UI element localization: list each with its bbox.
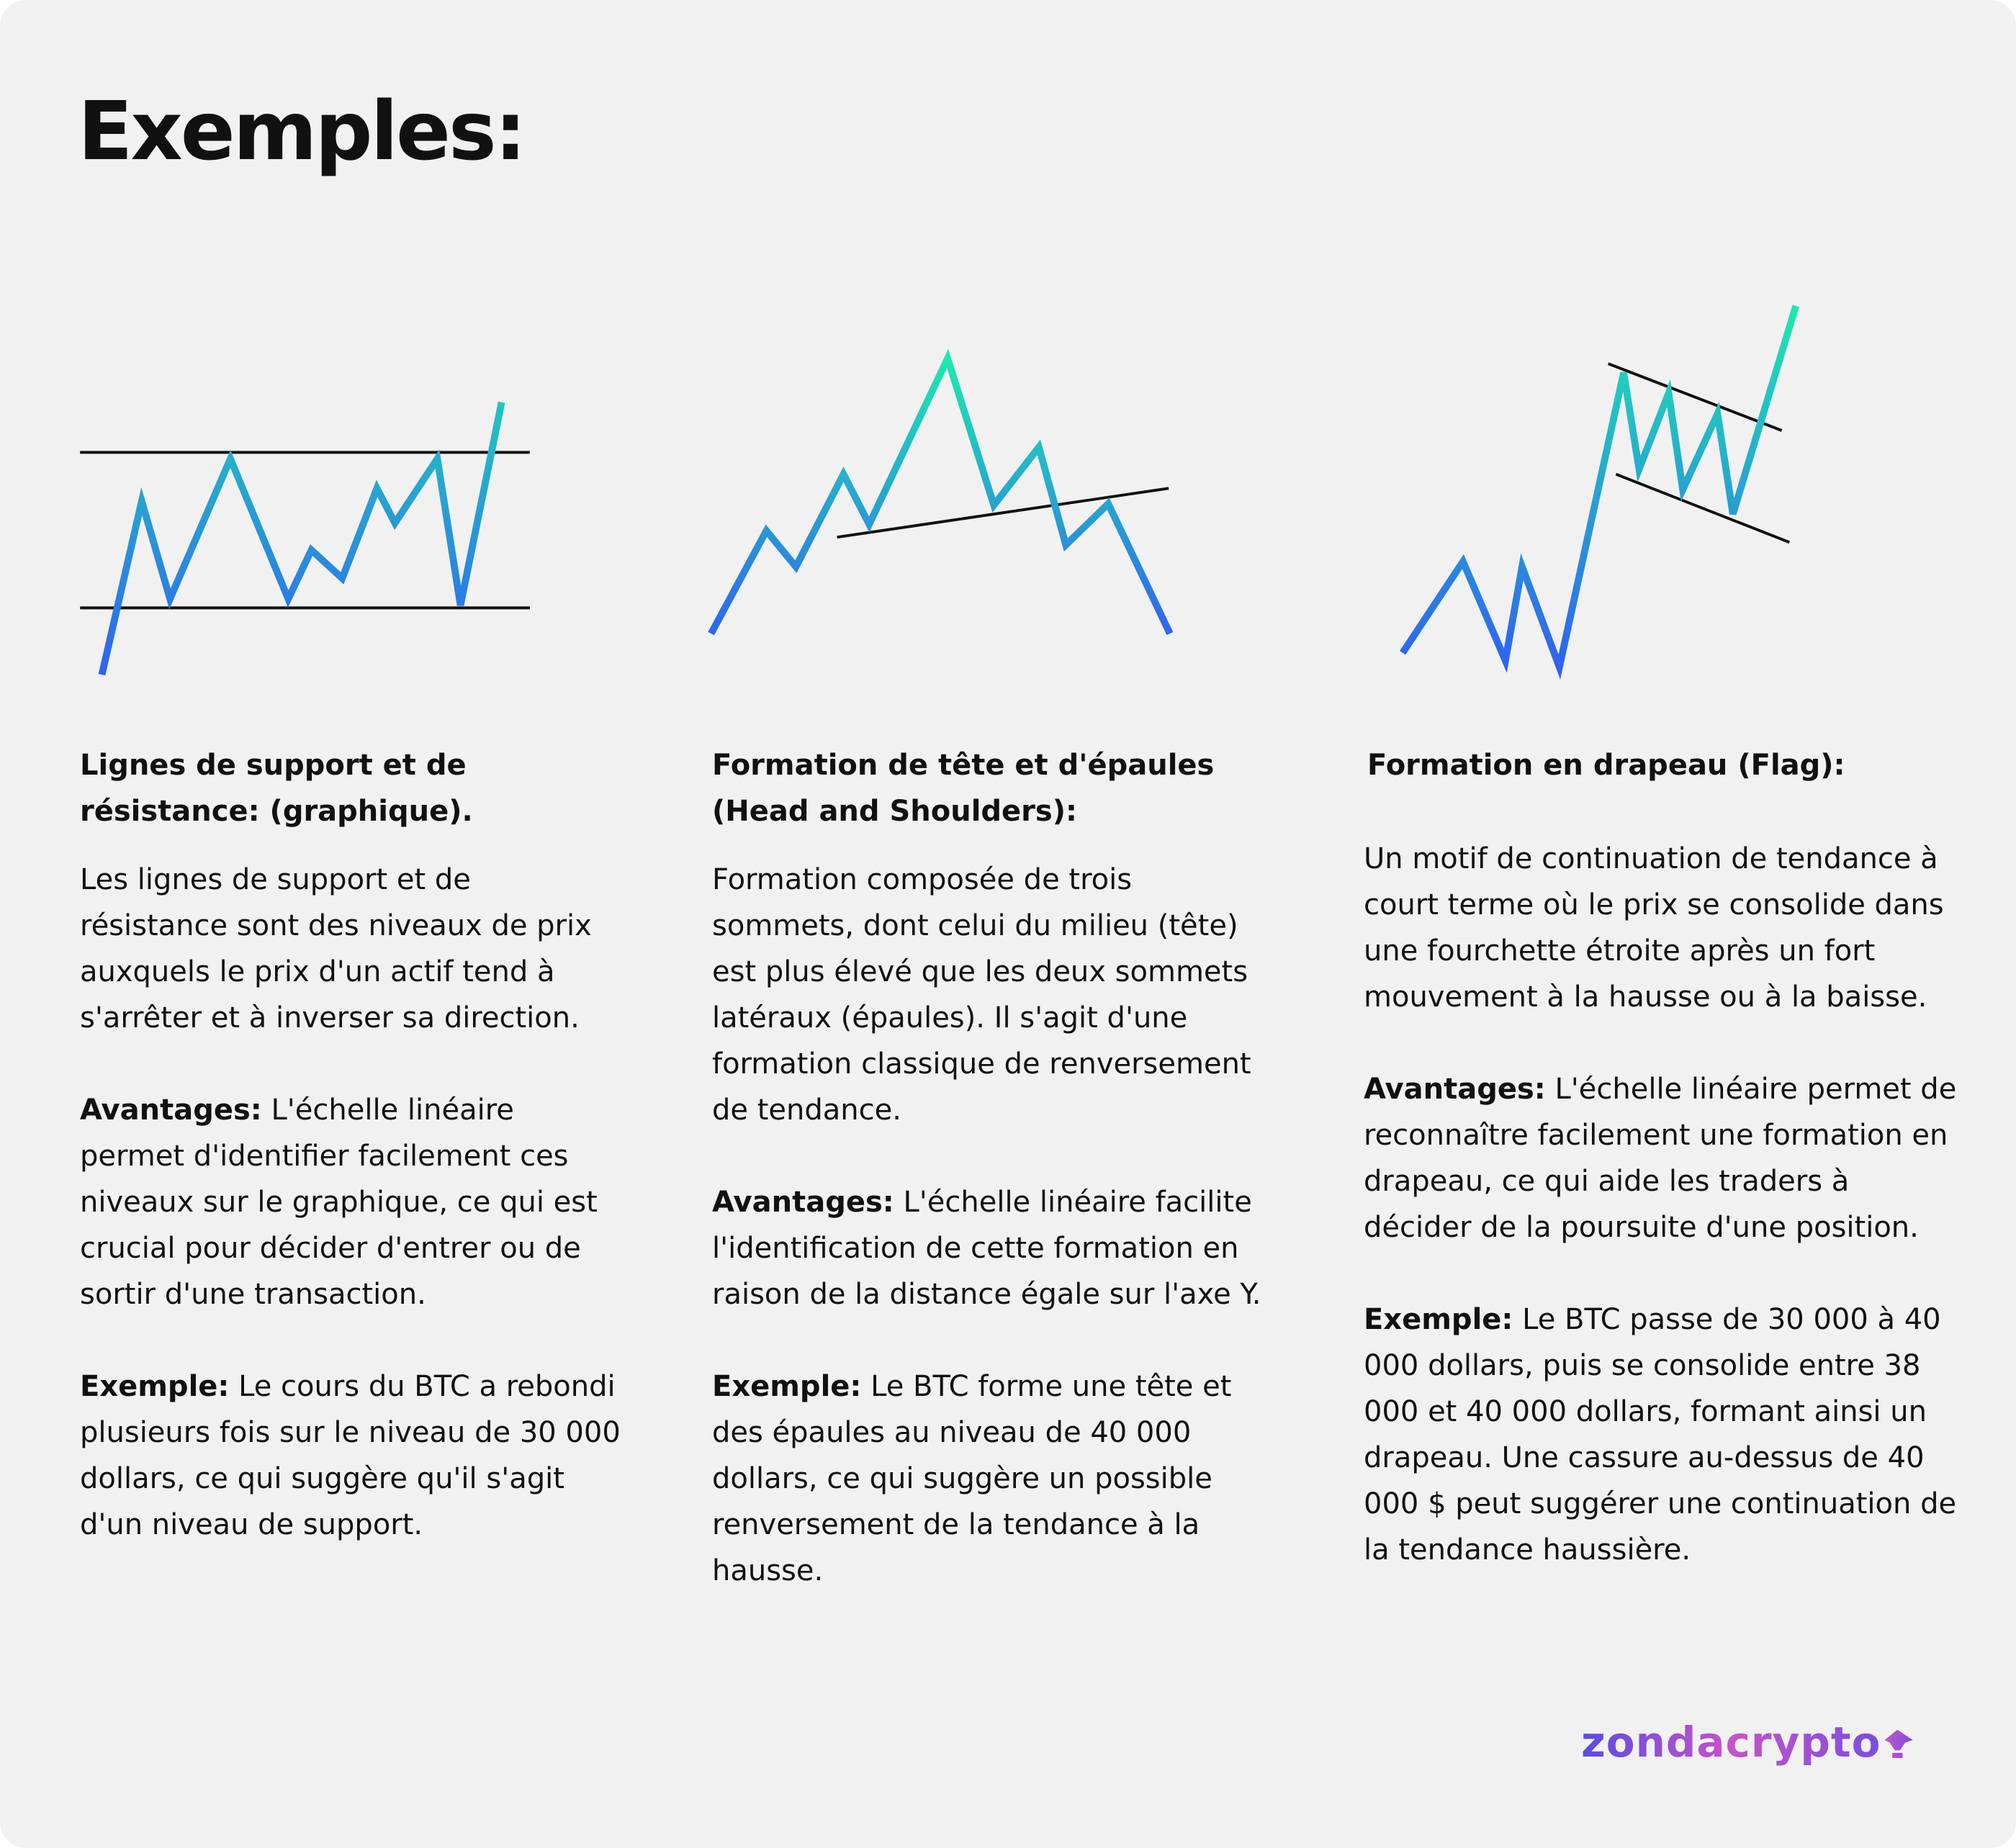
example: Exemple: Le BTC forme une tête et des ép… [712,1364,1266,1594]
column-body: Formation composée de trois sommets, don… [712,857,1266,1640]
column-heading: Formation en drapeau (Flag): [1367,749,1845,782]
label: Avantages: [1364,1073,1546,1106]
text: L'échelle linéaire permet d'identifier f… [80,1094,598,1311]
price-line [98,401,505,676]
column-body: Les lignes de support et de résistance s… [80,857,627,1594]
text: L'échelle linéaire permet de reconnaître… [1364,1073,1957,1244]
logo: zondacrypto [1581,1718,1881,1767]
label: Avantages: [712,1186,894,1219]
column-body: Un motif de continuation de tendance à c… [1364,836,1961,1619]
neckline [837,487,1169,539]
advantages: Avantages: L'échelle linéaire permet d'i… [80,1087,627,1317]
example: Exemple: Le cours du BTC a rebondi plusi… [80,1364,627,1548]
label: Exemple: [1364,1303,1513,1336]
column-heading: Formation de tête et d'épaules (Head and… [712,749,1215,828]
text: Le BTC passe de 30 000 à 40 000 dollars,… [1364,1303,1957,1567]
text: L'échelle linéaire facilite l'identifica… [712,1186,1261,1311]
label: Exemple: [712,1370,862,1403]
example: Exemple: Le BTC passe de 30 000 à 40 000… [1364,1297,1961,1573]
text: Le BTC forme une tête et des épaules au … [712,1370,1232,1587]
price-line [1399,305,1799,680]
flag-top-line [1607,362,1783,432]
flag-bottom-line [1615,472,1791,544]
description: Un motif de continuation de tendance à c… [1364,842,1944,1014]
logo-icon [1884,1729,1913,1759]
description: Les lignes de support et de résistance s… [80,863,592,1035]
chart-illustrations [80,305,1799,680]
advantages: Avantages: L'échelle linéaire permet de … [1364,1066,1961,1250]
column-heading: Lignes de support et de résistance: (gra… [80,749,473,828]
description: Formation composée de trois sommets, don… [712,863,1251,1127]
text: Le cours du BTC a rebondi plusieurs fois… [80,1370,621,1541]
advantages: Avantages: L'échelle linéaire facilite l… [712,1179,1266,1317]
title: Exemples: [78,85,526,179]
label: Exemple: [80,1370,230,1403]
price-line [708,348,1174,636]
label: Avantages: [80,1094,262,1127]
